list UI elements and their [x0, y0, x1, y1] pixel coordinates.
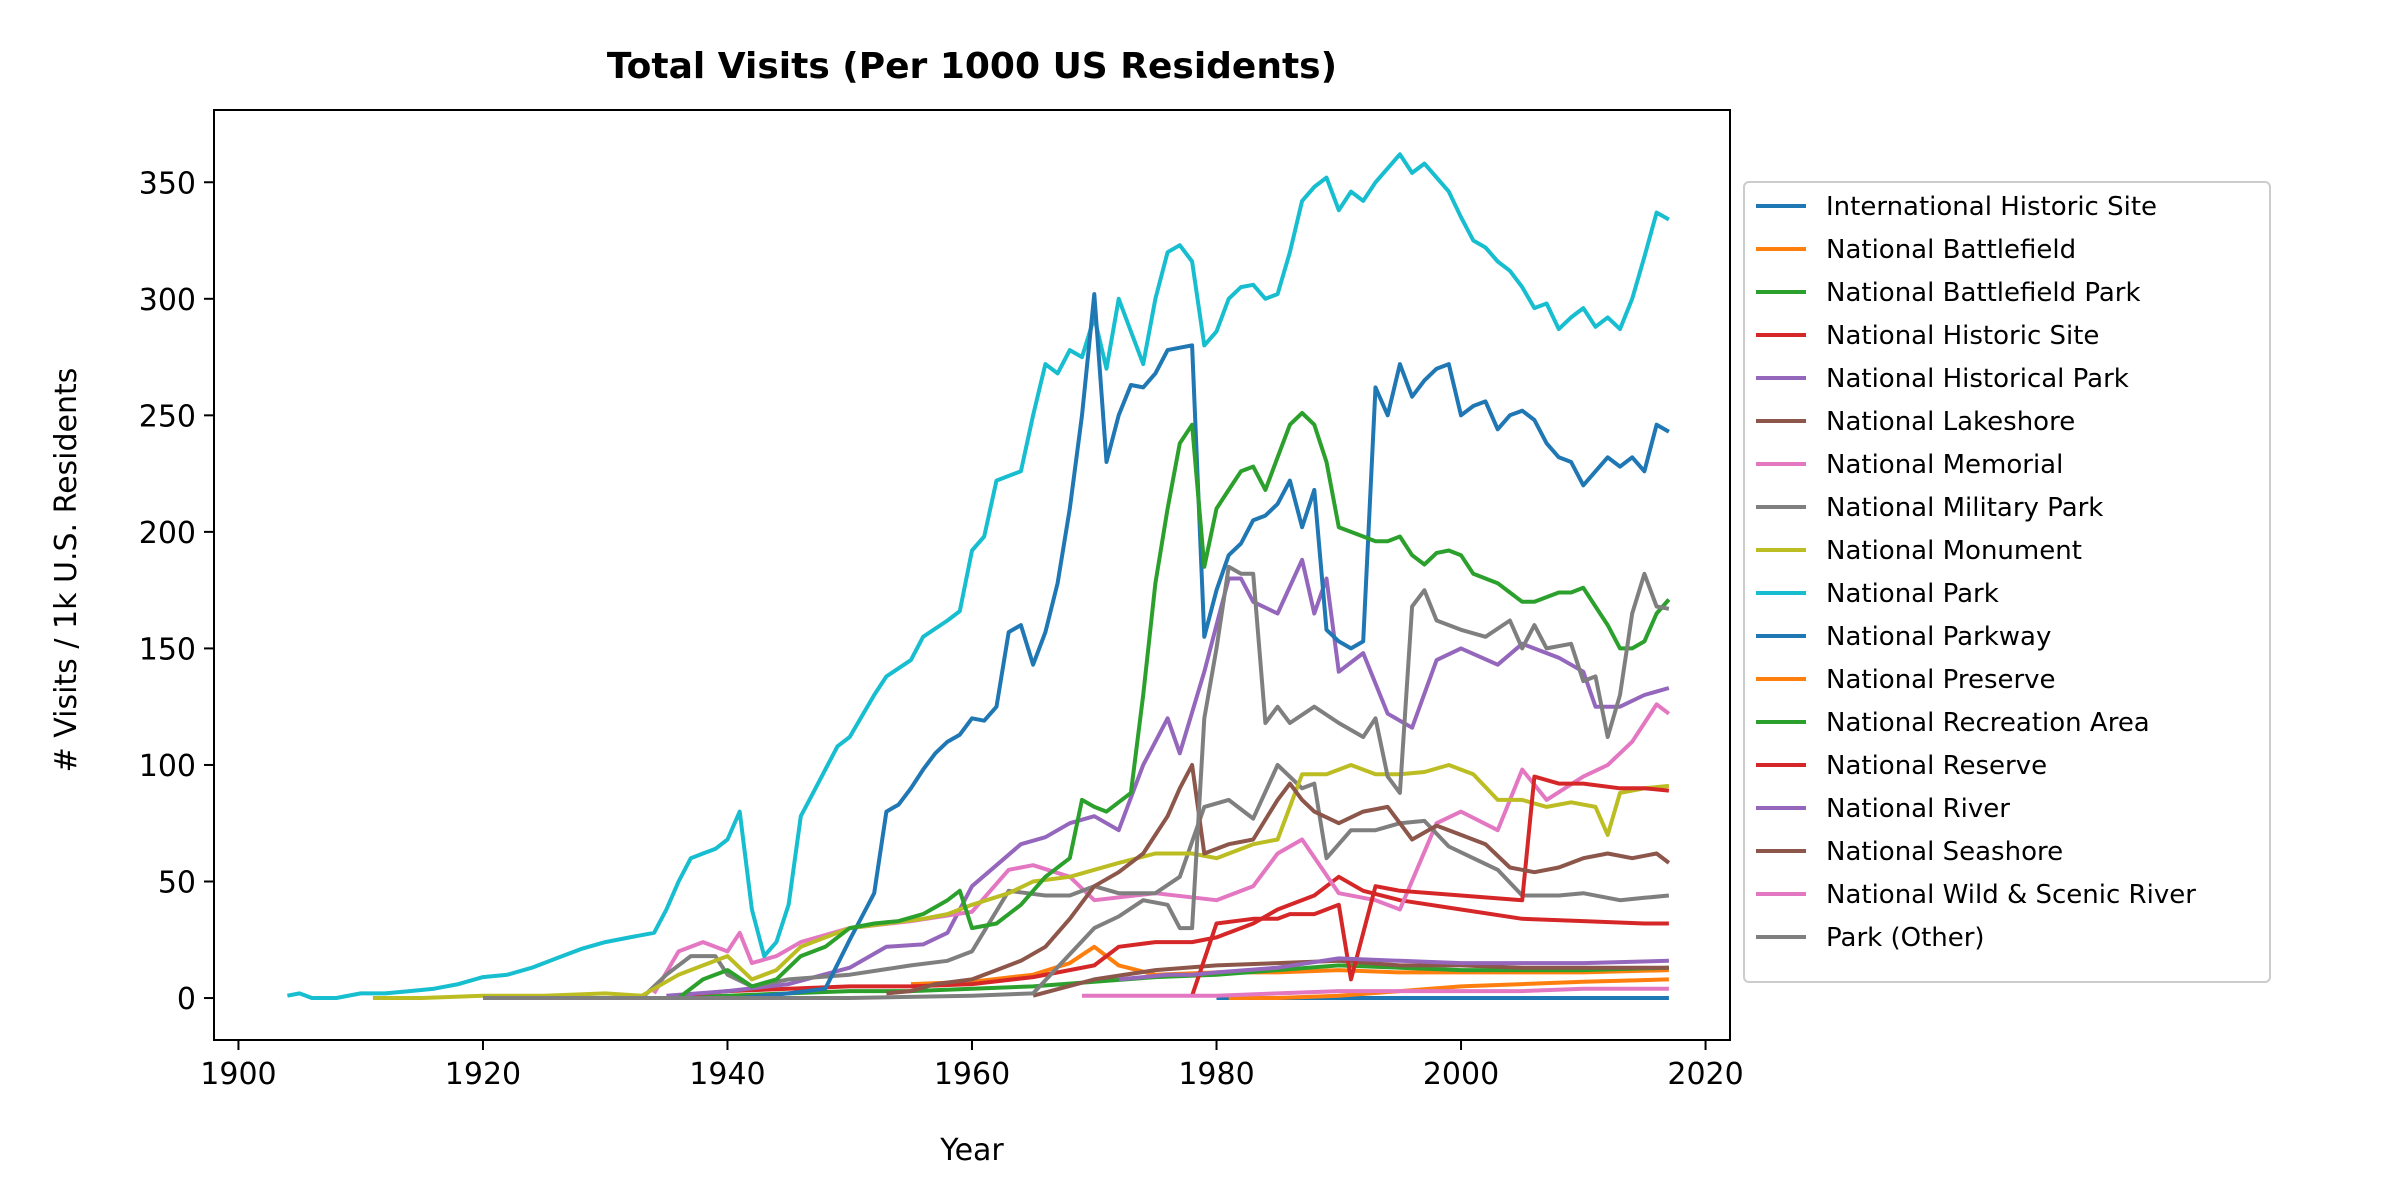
- legend-label: Park (Other): [1826, 923, 1985, 953]
- series-line-12: [677, 411, 1671, 1000]
- x-tick-label: 1900: [200, 1057, 276, 1092]
- legend-label: National Wild & Scenic River: [1826, 880, 2196, 910]
- series-line-4: [666, 557, 1670, 998]
- y-tick-label: 100: [139, 749, 196, 784]
- y-tick-label: 300: [139, 283, 196, 318]
- legend-label: National Historical Park: [1826, 364, 2129, 394]
- series-line-11: [1228, 977, 1669, 1000]
- x-tick-label: 1960: [934, 1057, 1010, 1092]
- plot-area: [287, 152, 1671, 1000]
- y-tick-label: 50: [158, 866, 196, 901]
- x-tick-label: 2020: [1667, 1057, 1743, 1092]
- legend-label: National Recreation Area: [1826, 708, 2150, 738]
- x-tick-label: 1940: [689, 1057, 765, 1092]
- legend-box: [1743, 181, 2271, 983]
- y-tick-label: 250: [139, 399, 196, 434]
- legend-label: National Memorial: [1826, 450, 2063, 480]
- legend-label: National Reserve: [1826, 751, 2047, 781]
- legend-label: National Lakeshore: [1826, 407, 2075, 437]
- legend-label: National Military Park: [1826, 493, 2103, 523]
- axes: 1900 1920 1940 1960 1980 2000 2020 0 50 100 150 200…: [139, 166, 1744, 1092]
- series-line-6: [652, 702, 1671, 995]
- y-tick-label: 200: [139, 516, 196, 551]
- y-tick-label: 0: [177, 982, 196, 1017]
- series-line-8: [372, 763, 1670, 1000]
- series-line-14: [1118, 956, 1669, 982]
- series-line-17: [483, 564, 1670, 1000]
- series-line-16: [1082, 986, 1669, 998]
- legend-label: National Parkway: [1826, 622, 2051, 652]
- legend-label: National Seashore: [1826, 837, 2063, 867]
- x-axis-label: Year: [939, 1133, 1004, 1168]
- legend-label: National Preserve: [1826, 665, 2056, 695]
- legend-label: National Battlefield Park: [1826, 278, 2141, 308]
- series-line-15: [886, 763, 1671, 996]
- chart-title: Total Visits (Per 1000 US Residents): [607, 46, 1337, 87]
- series-line-9: [287, 152, 1670, 1000]
- series-line-3: [678, 874, 1669, 998]
- legend-label: National River: [1826, 794, 2010, 824]
- legend-label: National Battlefield: [1826, 235, 2076, 265]
- legend-label: International Historic Site: [1826, 192, 2157, 222]
- legend-label: National Monument: [1826, 536, 2082, 566]
- legend: International Historic Site National Batt…: [1743, 181, 2271, 983]
- x-tick-label: 2000: [1423, 1057, 1499, 1092]
- y-tick-label: 150: [139, 632, 196, 667]
- series-line-10: [739, 292, 1670, 1000]
- x-tick-label: 1920: [445, 1057, 521, 1092]
- legend-label: National Park: [1826, 579, 1999, 609]
- series-line-5: [1032, 958, 1669, 998]
- x-tick-label: 1980: [1178, 1057, 1254, 1092]
- y-tick-label: 350: [139, 166, 196, 201]
- y-axis-label: # Visits / 1k U.S. Residents: [49, 368, 84, 773]
- series-line-13: [1190, 774, 1670, 997]
- series-line-7: [640, 763, 1670, 1000]
- legend-label: National Historic Site: [1826, 321, 2099, 351]
